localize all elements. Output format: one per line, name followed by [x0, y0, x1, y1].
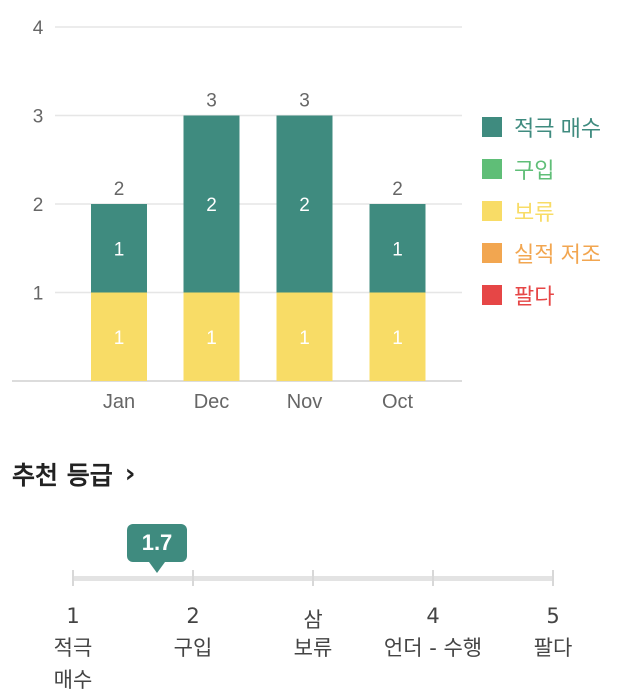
- segment-label: 1: [392, 239, 403, 260]
- legend-swatch: [482, 243, 502, 263]
- rating-tick-number: 2: [186, 604, 200, 628]
- segment-label: 1: [114, 328, 125, 349]
- bar-total-label: 2: [392, 179, 403, 200]
- bar-segment: [91, 292, 147, 381]
- segment-label: 2: [206, 195, 217, 216]
- legend-swatch: [482, 117, 502, 137]
- x-tick-label: Dec: [194, 391, 230, 413]
- bar-total-label: 2: [114, 179, 125, 200]
- legend-item[interactable]: 적극 매수: [482, 106, 601, 148]
- bar-segment: [183, 292, 240, 381]
- segment-label: 1: [206, 328, 217, 349]
- legend-swatch: [482, 201, 502, 221]
- rating-tick: [432, 570, 434, 586]
- rating-tick: [552, 570, 554, 586]
- segment-label: 1: [114, 239, 125, 260]
- segment-label: 1: [392, 328, 403, 349]
- segment-label: 2: [299, 195, 310, 216]
- legend-item[interactable]: 보류: [482, 190, 601, 232]
- bar-total-label: 3: [299, 91, 310, 112]
- bar-segment: [369, 204, 426, 293]
- x-tick-label: Jan: [103, 391, 135, 413]
- legend-label: 실적 저조: [514, 242, 602, 267]
- rating-tick: [72, 570, 74, 586]
- x-tick-label: Oct: [382, 391, 414, 413]
- rating-tick-label: 구입: [173, 636, 213, 660]
- bar-segment: [369, 292, 426, 381]
- bar-total-label: 3: [206, 91, 217, 112]
- legend-label: 적극 매수: [514, 116, 602, 141]
- segment-label: 1: [299, 328, 310, 349]
- legend-label: 구입: [514, 158, 555, 183]
- rating-value: 1.7: [141, 530, 173, 555]
- recommendation-title: 추천 등급: [12, 461, 113, 490]
- y-tick-label: 3: [33, 107, 44, 128]
- bar-segment: [276, 115, 333, 293]
- rating-tick-label: 보류: [293, 636, 333, 660]
- legend-item[interactable]: 구입: [482, 148, 601, 190]
- rating-tick: [312, 570, 314, 586]
- rating-tick-label: 적극 매수: [53, 636, 93, 692]
- rating-tick-number: 4: [426, 604, 440, 628]
- recommendation-rating-header[interactable]: 추천 등급 ›: [12, 456, 135, 492]
- bar-segment: [91, 204, 147, 293]
- legend-swatch: [482, 285, 502, 305]
- legend-label: 팔다: [514, 284, 555, 309]
- rating-tick-number: 삼: [303, 608, 323, 632]
- legend-swatch: [482, 159, 502, 179]
- chevron-right-icon: ›: [124, 459, 136, 489]
- y-tick-label: 4: [33, 18, 44, 39]
- bar-segment: [276, 292, 333, 381]
- legend-item[interactable]: 실적 저조: [482, 232, 601, 274]
- stacked-bar-chart: 1 2 3 4 1 1 2 Jan 1 2 3 Dec 1 2 3 Nov 1 1 2 Oct: [12, 18, 462, 413]
- y-tick-label: 2: [33, 195, 44, 216]
- x-tick-label: Nov: [287, 391, 323, 413]
- rating-marker: 1.7: [127, 524, 187, 573]
- y-tick-label: 1: [33, 284, 44, 305]
- legend-label: 보류: [514, 200, 555, 225]
- rating-tick-number: 1: [66, 604, 80, 628]
- rating-tick-label: 팔다: [533, 636, 573, 660]
- rating-tick-number: 5: [546, 604, 560, 628]
- bar-segment: [183, 115, 240, 293]
- rating-tick-label: 언더 - 수행: [383, 636, 483, 660]
- rating-tick: [192, 570, 194, 586]
- marker-pointer: [149, 562, 165, 573]
- legend-item[interactable]: 팔다: [482, 274, 601, 316]
